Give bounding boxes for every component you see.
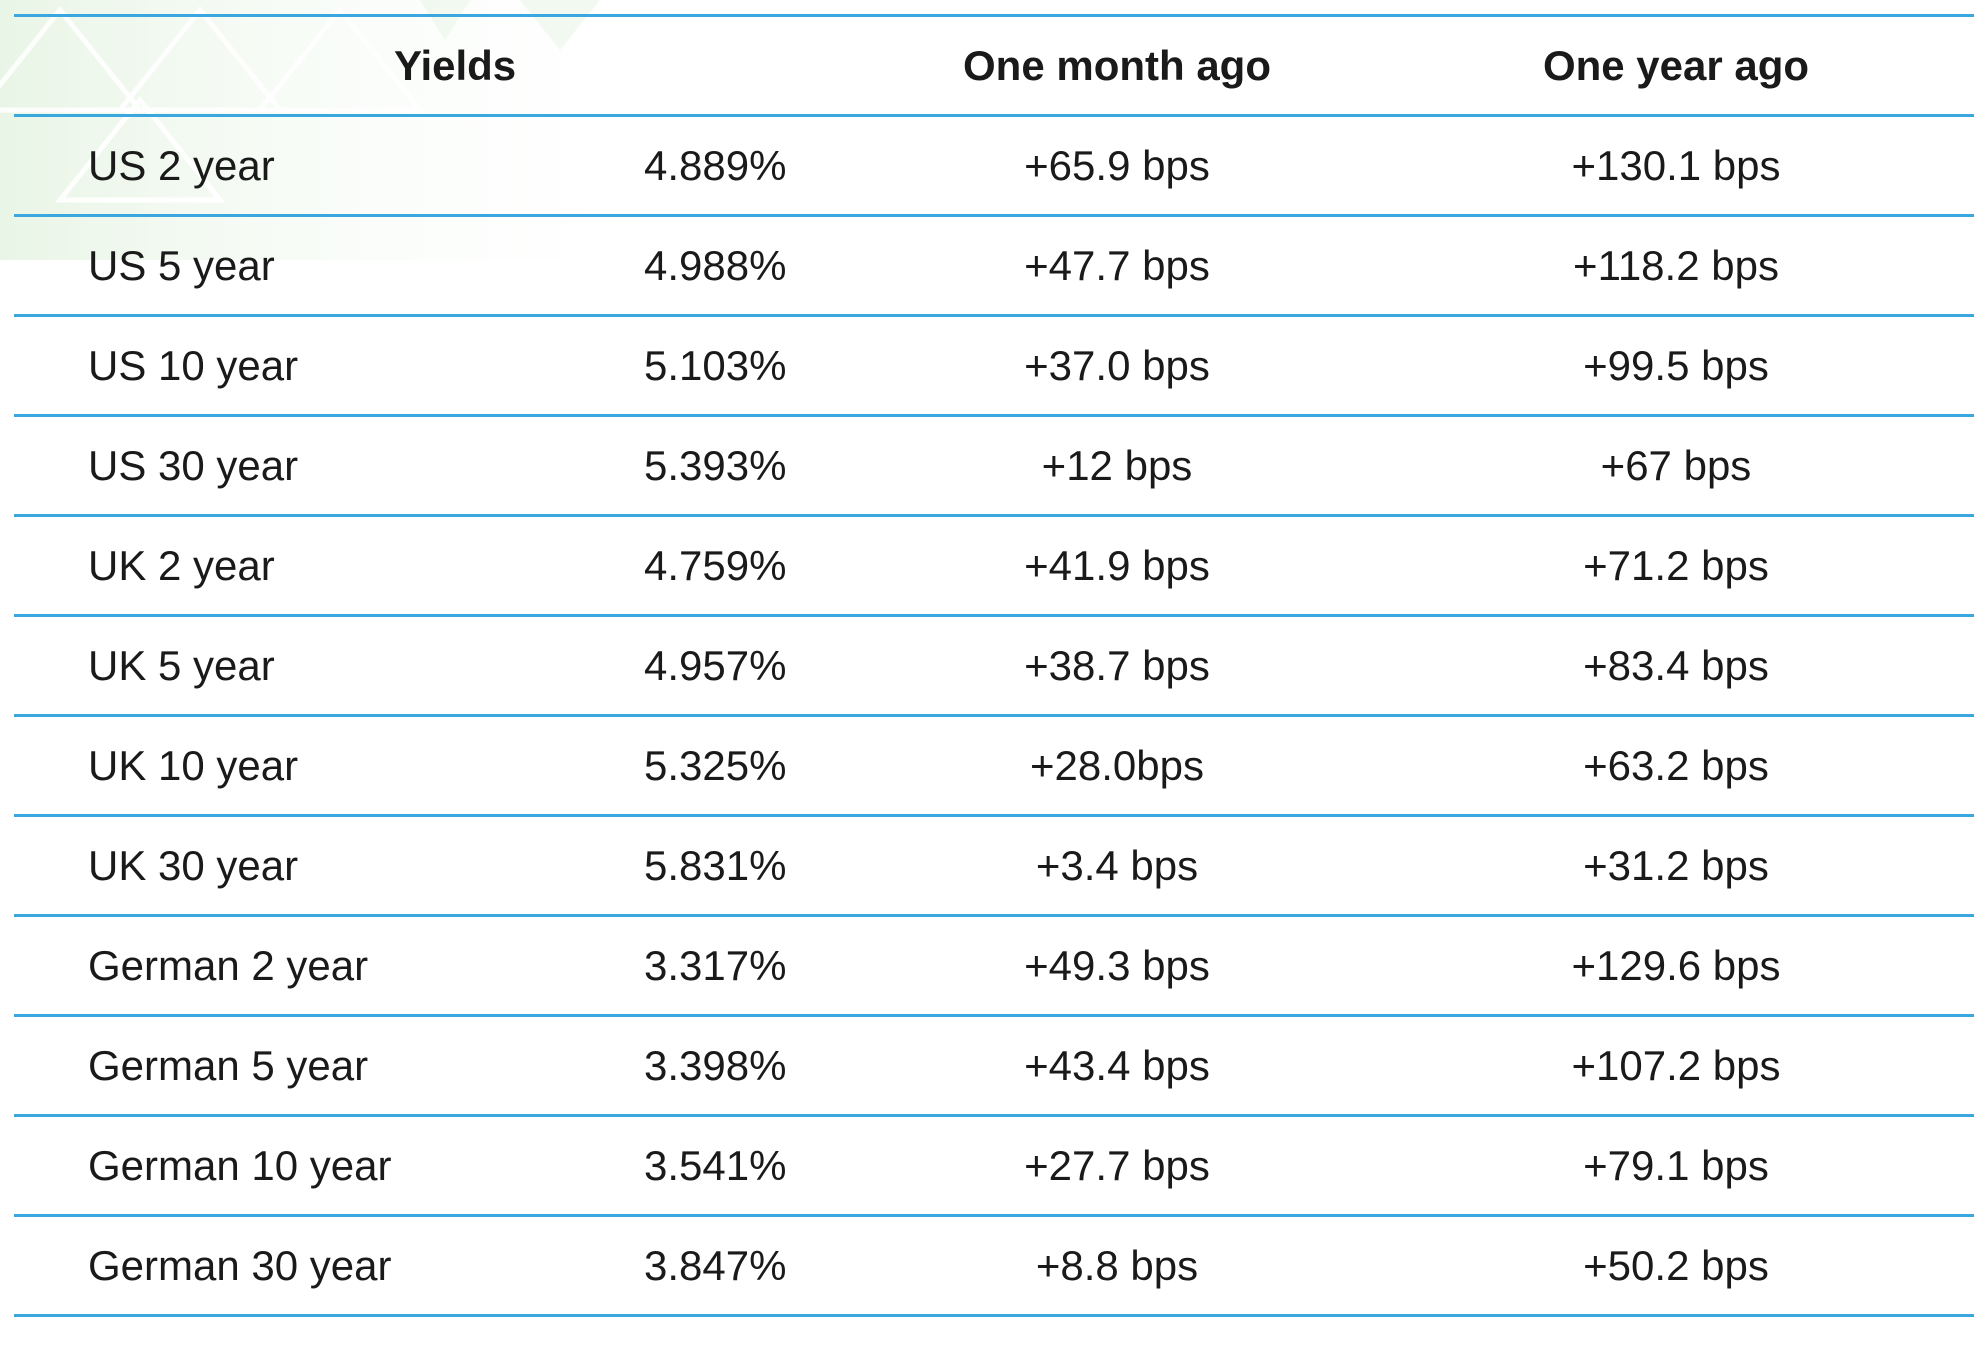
table-row: UK 30 year 5.831% +3.4 bps +31.2 bps: [14, 816, 1974, 916]
one-month-change: +49.3 bps: [1024, 941, 1210, 989]
one-year-change: +129.6 bps: [1571, 941, 1781, 989]
one-month-change: +27.7 bps: [1024, 1141, 1210, 1189]
table-row: US 2 year 4.889% +65.9 bps +130.1 bps: [14, 116, 1974, 216]
yield-value: 5.831%: [644, 841, 787, 889]
table-row: German 5 year 3.398% +43.4 bps +107.2 bps: [14, 1016, 1974, 1116]
row-label: German 2 year: [88, 941, 369, 989]
table-row: German 10 year 3.541% +27.7 bps +79.1 bps: [14, 1116, 1974, 1216]
one-year-change: +50.2 bps: [1583, 1241, 1769, 1289]
one-year-change: +130.1 bps: [1571, 141, 1781, 189]
yield-value: 5.393%: [644, 441, 787, 489]
one-month-change: +37.0 bps: [1024, 341, 1210, 389]
one-month-change: +65.9 bps: [1024, 141, 1210, 189]
column-header-yields: Yields: [394, 41, 517, 89]
yield-value: 4.957%: [644, 641, 787, 689]
table-row: German 2 year 3.317% +49.3 bps +129.6 bps: [14, 916, 1974, 1016]
table-row: German 30 year 3.847% +8.8 bps +50.2 bps: [14, 1216, 1974, 1316]
column-header-one-month-ago: One month ago: [963, 41, 1271, 89]
yield-value: 5.103%: [644, 341, 787, 389]
one-month-change: +28.0bps: [1030, 741, 1204, 789]
one-month-change: +43.4 bps: [1024, 1041, 1210, 1089]
one-year-change: +71.2 bps: [1583, 541, 1769, 589]
row-label: US 10 year: [88, 341, 299, 389]
one-year-change: +118.2 bps: [1573, 241, 1779, 289]
one-year-change: +107.2 bps: [1571, 1041, 1781, 1089]
yield-value: 5.325%: [644, 741, 787, 789]
column-header-yield-value: [574, 16, 856, 116]
table-body: US 2 year 4.889% +65.9 bps +130.1 bps US 5 y…: [14, 116, 1974, 1316]
one-year-change: +63.2 bps: [1583, 741, 1769, 789]
yield-value: 3.317%: [644, 941, 787, 989]
row-label: UK 10 year: [88, 741, 299, 789]
yield-value: 4.889%: [644, 141, 787, 189]
row-label: UK 30 year: [88, 841, 299, 889]
one-year-change: +99.5 bps: [1583, 341, 1769, 389]
row-label: US 30 year: [88, 441, 299, 489]
one-year-change: +31.2 bps: [1583, 841, 1769, 889]
table-row: US 30 year 5.393% +12 bps +67 bps: [14, 416, 1974, 516]
one-month-change: +12 bps: [1041, 441, 1193, 489]
yield-value: 3.541%: [644, 1141, 787, 1189]
one-year-change: +83.4 bps: [1583, 641, 1769, 689]
column-header-one-year-ago: One year ago: [1542, 41, 1810, 89]
table-row: US 10 year 5.103% +37.0 bps +99.5 bps: [14, 316, 1974, 416]
row-label: German 10 year: [88, 1141, 392, 1189]
yields-table: Yields One month ago One year ago US 2 y…: [14, 14, 1974, 1317]
one-year-change: +79.1 bps: [1583, 1141, 1769, 1189]
table-row: UK 10 year 5.325% +28.0bps +63.2 bps: [14, 716, 1974, 816]
row-label: US 2 year: [88, 141, 275, 189]
table-header-row: Yields One month ago One year ago: [14, 15, 1974, 116]
yield-value: 3.398%: [644, 1041, 787, 1089]
one-month-change: +8.8 bps: [1035, 1241, 1199, 1289]
one-year-change: +67 bps: [1600, 441, 1752, 489]
one-month-change: +47.7 bps: [1024, 241, 1210, 289]
one-month-change: +38.7 bps: [1024, 641, 1210, 689]
yields-table-wrapper: Yields One month ago One year ago US 2 y…: [14, 14, 1974, 1317]
row-label: US 5 year: [88, 241, 275, 289]
one-month-change: +41.9 bps: [1024, 541, 1210, 589]
row-label: German 30 year: [88, 1241, 392, 1289]
table-row: UK 2 year 4.759% +41.9 bps +71.2 bps: [14, 516, 1974, 616]
yield-value: 4.988%: [644, 241, 787, 289]
table-row: UK 5 year 4.957% +38.7 bps +83.4 bps: [14, 616, 1974, 716]
row-label: UK 5 year: [88, 641, 275, 689]
row-label: UK 2 year: [88, 541, 275, 589]
background-decoration: [0, 0, 700, 260]
yield-value: 3.847%: [644, 1241, 787, 1289]
row-label: German 5 year: [88, 1041, 369, 1089]
table-row: US 5 year 4.988% +47.7 bps +118.2 bps: [14, 216, 1974, 316]
one-month-change: +3.4 bps: [1035, 841, 1199, 889]
yield-value: 4.759%: [644, 541, 787, 589]
